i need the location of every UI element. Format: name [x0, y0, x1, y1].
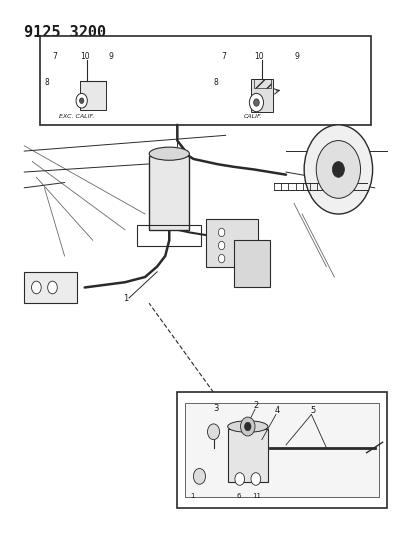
Bar: [149, 156, 189, 230]
Text: 8: 8: [214, 78, 218, 87]
Bar: [80, 80, 106, 110]
Text: 2: 2: [254, 401, 259, 410]
Circle shape: [48, 281, 57, 294]
Text: 9125 3200: 9125 3200: [24, 25, 106, 40]
Text: 8: 8: [44, 78, 49, 87]
Text: 1: 1: [191, 494, 195, 499]
Circle shape: [194, 469, 206, 484]
Circle shape: [254, 99, 259, 106]
Circle shape: [249, 93, 263, 112]
Bar: [206, 219, 258, 266]
Text: 9: 9: [109, 52, 114, 61]
Circle shape: [76, 93, 87, 108]
Text: 10: 10: [81, 52, 90, 61]
Text: 7: 7: [53, 52, 58, 61]
Circle shape: [316, 141, 360, 198]
Circle shape: [245, 422, 251, 431]
Circle shape: [32, 281, 41, 294]
Bar: [251, 79, 273, 112]
Circle shape: [332, 161, 344, 177]
Circle shape: [240, 417, 255, 436]
Text: 3: 3: [214, 404, 219, 413]
Text: 11: 11: [253, 494, 262, 499]
Ellipse shape: [149, 147, 189, 160]
Bar: [254, 79, 270, 88]
Text: 9: 9: [294, 52, 299, 61]
Circle shape: [218, 254, 225, 263]
Bar: [185, 403, 379, 497]
Text: 7: 7: [222, 52, 226, 61]
Text: 4: 4: [275, 406, 280, 415]
Text: 1: 1: [123, 294, 128, 303]
Circle shape: [208, 424, 219, 440]
Text: 6: 6: [236, 494, 241, 499]
Circle shape: [80, 98, 84, 103]
Circle shape: [304, 125, 373, 214]
Bar: [24, 272, 76, 303]
Text: 10: 10: [254, 52, 263, 61]
Bar: [137, 224, 201, 246]
Bar: [228, 429, 268, 482]
Text: 5: 5: [310, 406, 316, 415]
Circle shape: [218, 241, 225, 250]
Circle shape: [235, 473, 245, 485]
Text: CALIF.: CALIF.: [244, 114, 263, 119]
Text: EXC. CALIF.: EXC. CALIF.: [58, 114, 94, 119]
Bar: [40, 36, 371, 125]
Bar: [177, 392, 387, 508]
Circle shape: [218, 228, 225, 237]
Bar: [234, 240, 270, 287]
Circle shape: [251, 473, 261, 485]
Ellipse shape: [228, 421, 268, 432]
